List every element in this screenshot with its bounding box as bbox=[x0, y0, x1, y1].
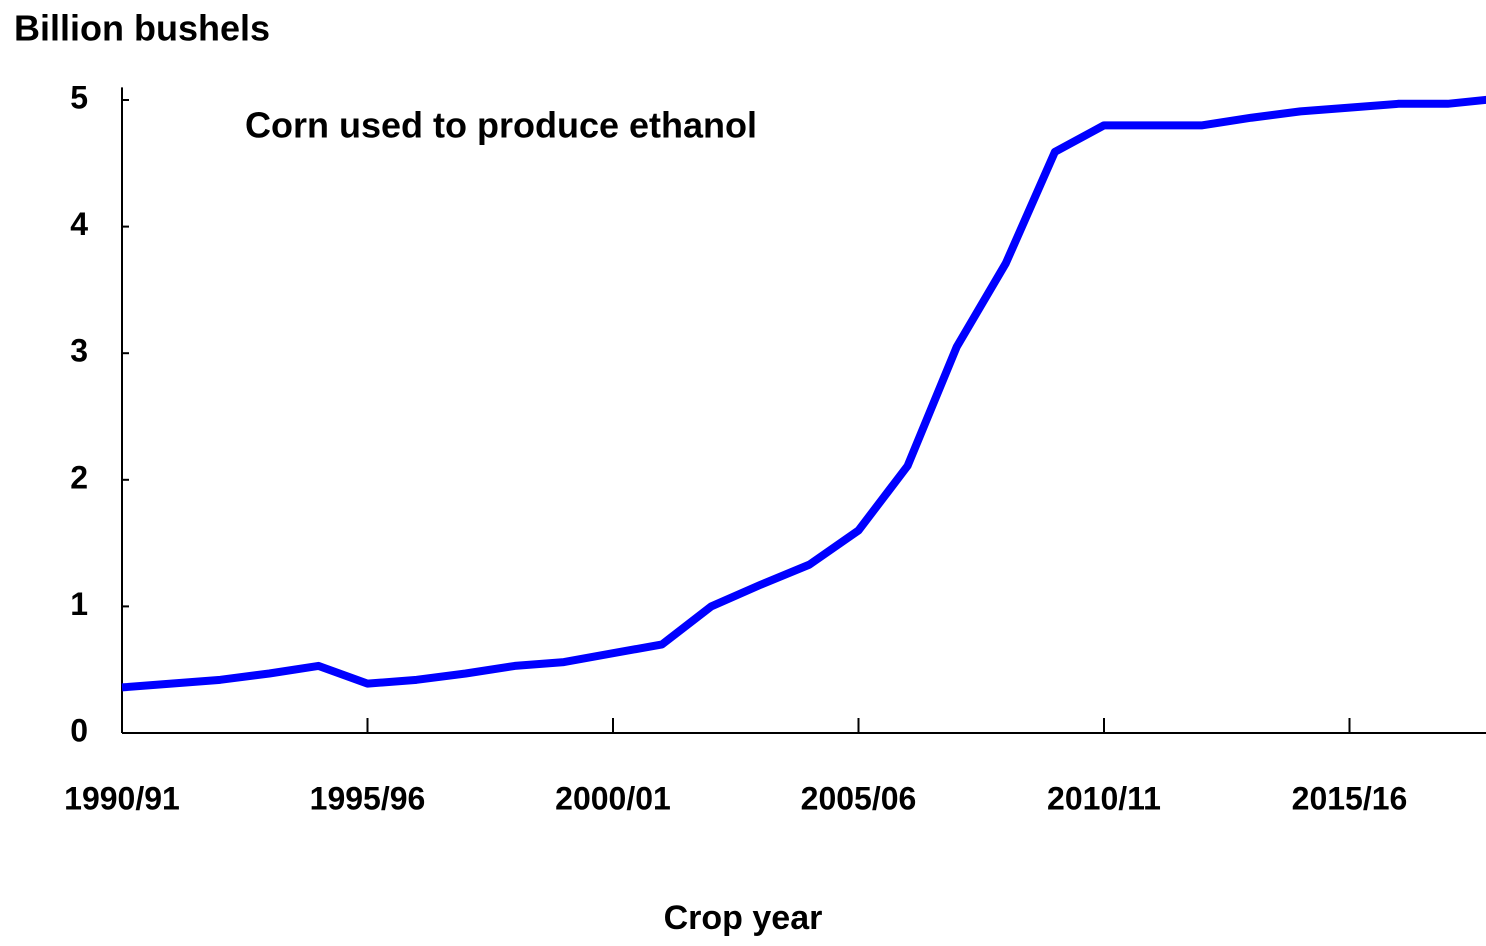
x-tick-label: 2015/16 bbox=[1292, 780, 1408, 816]
x-axis-label: Crop year bbox=[664, 899, 823, 937]
y-tick-label: 2 bbox=[70, 459, 88, 495]
chart-title: Billion bushels bbox=[14, 8, 270, 49]
x-tick-label: 1995/96 bbox=[310, 780, 426, 816]
x-tick-label: 2005/06 bbox=[801, 780, 917, 816]
y-tick-label: 0 bbox=[70, 712, 88, 748]
x-tick-label: 2000/01 bbox=[555, 780, 671, 816]
y-tick-label: 5 bbox=[70, 79, 88, 115]
y-tick-label: 4 bbox=[70, 206, 88, 242]
line-series bbox=[121, 95, 1486, 692]
annotation: Corn used to produce ethanol bbox=[245, 105, 757, 146]
y-tick-label: 1 bbox=[70, 586, 88, 622]
x-tick-label: 1990/91 bbox=[64, 780, 180, 816]
x-tick-label: 2010/11 bbox=[1047, 780, 1161, 816]
y-tick-label: 3 bbox=[70, 333, 88, 369]
